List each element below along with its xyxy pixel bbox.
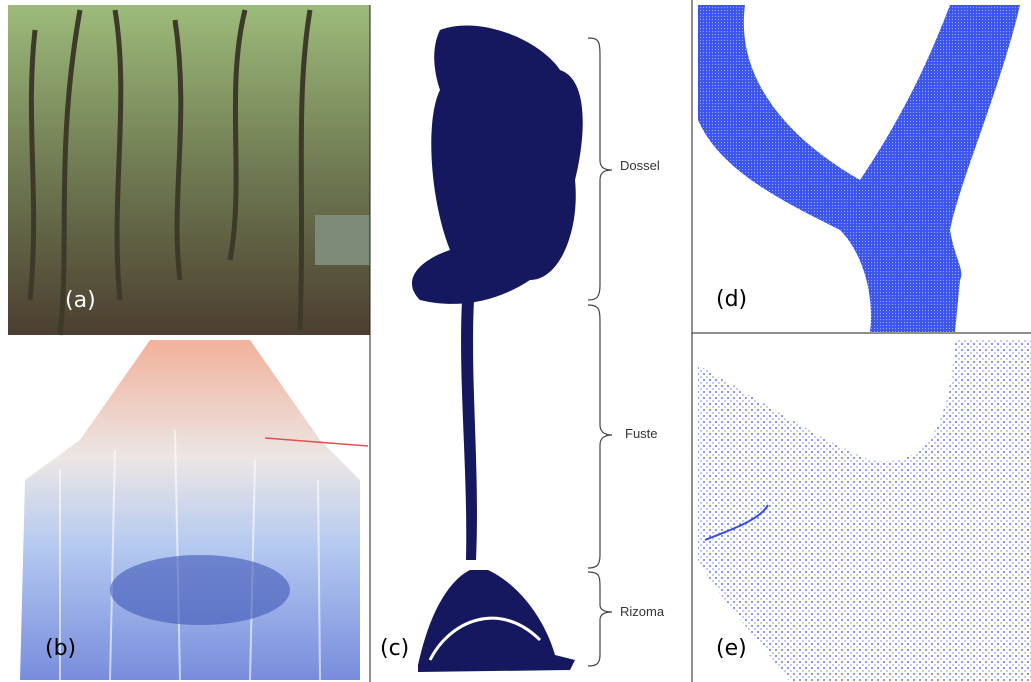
figure: (a) (b) Dossel Fuste Rizoma (c) <box>0 0 1031 682</box>
panel-label: (a) <box>65 288 96 313</box>
panel-c: Dossel Fuste Rizoma (c) <box>370 5 665 682</box>
panel-label: (d) <box>716 287 747 312</box>
panel-label: (b) <box>45 636 76 661</box>
annotation: Fuste <box>625 426 658 441</box>
panel-e: (e) <box>698 340 1031 682</box>
annotation: Dossel <box>620 158 660 173</box>
panel-a: (a) <box>8 5 370 335</box>
panel-label: (c) <box>380 636 409 661</box>
panel-b: (b) <box>8 337 370 682</box>
panel-label: (e) <box>716 636 747 661</box>
annotation: Rizoma <box>620 604 665 619</box>
